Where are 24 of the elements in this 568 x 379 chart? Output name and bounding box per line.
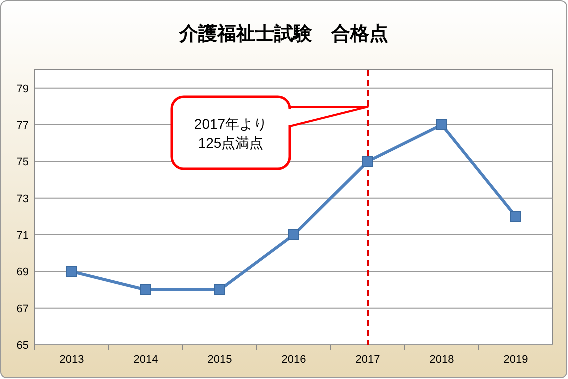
y-tick-label: 65: [16, 340, 29, 352]
point: [510, 211, 522, 222]
point: [66, 266, 78, 278]
y-tick-label: 75: [16, 156, 29, 169]
y-tick-label: 69: [16, 266, 29, 279]
point: [214, 284, 226, 296]
x-tick-label: 2015: [208, 354, 232, 366]
annotation: 2017年より 125点満点: [194, 116, 268, 151]
x-tick-label: 2017: [356, 354, 380, 366]
x-tick-label: 2013: [60, 354, 84, 366]
x-tick-label: 2019: [504, 354, 528, 366]
y-tick-label: 71: [16, 230, 29, 242]
x-tick-label: 2016: [282, 354, 306, 366]
point: [140, 284, 152, 296]
y-tick-label: 67: [16, 303, 29, 316]
y-tick-label: 79: [16, 83, 29, 96]
y-tick-label: 73: [16, 193, 29, 206]
x-tick-label: 2014: [134, 354, 158, 366]
chart-title: 介護福祉士試験 合格点: [178, 23, 388, 45]
point: [362, 156, 374, 168]
x-tick-label: 2018: [430, 354, 454, 366]
point: [436, 120, 448, 130]
y-tick-label: 77: [16, 120, 29, 132]
point: [288, 230, 300, 240]
